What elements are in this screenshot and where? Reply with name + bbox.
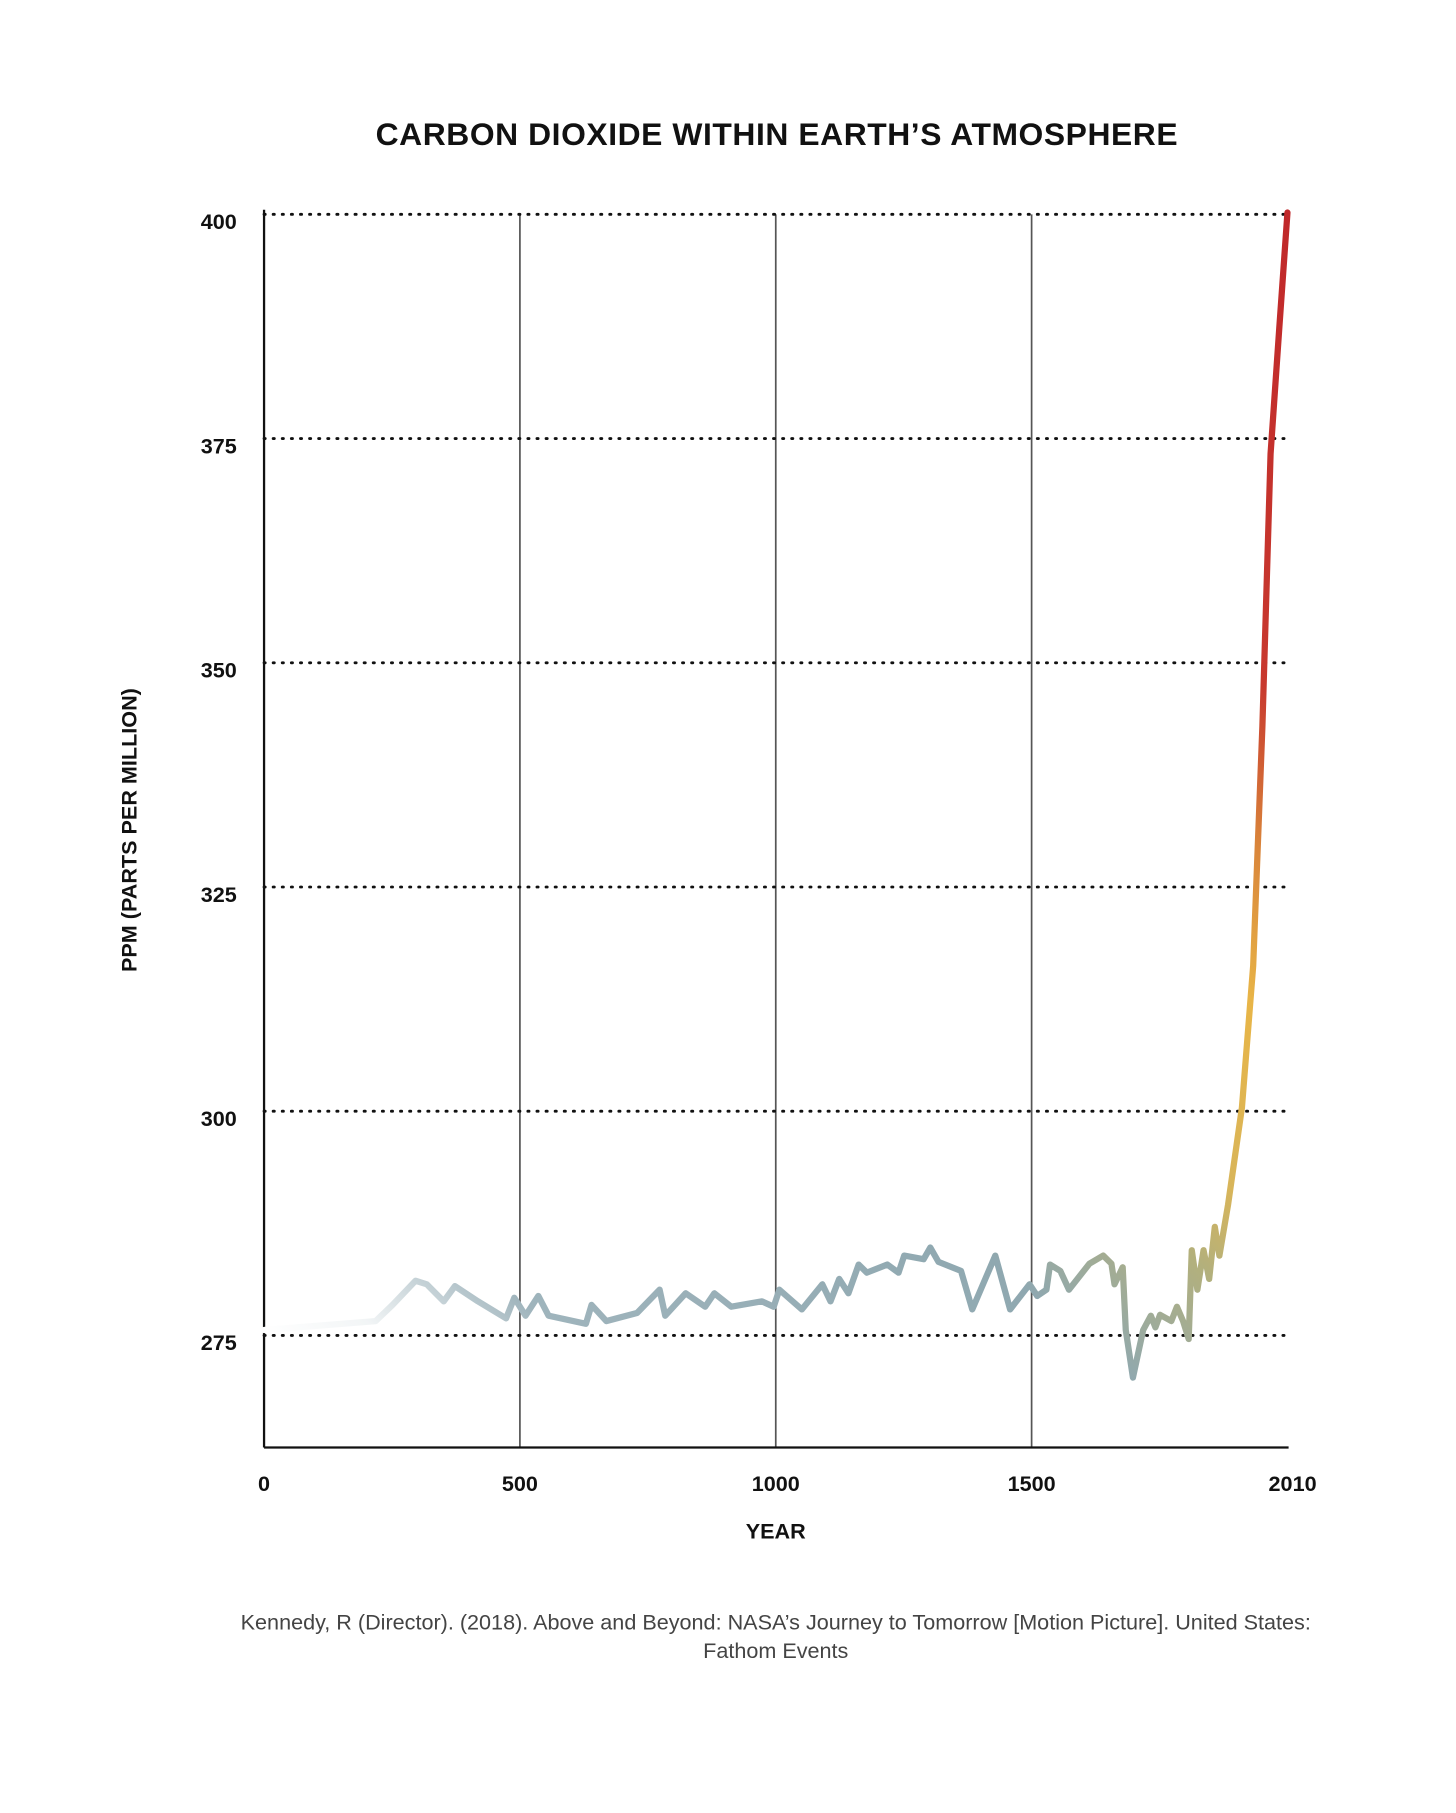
chart-title: CARBON DIOXIDE WITHIN EARTH’S ATMOSPHERE bbox=[376, 116, 1179, 152]
y-tick-label: 375 bbox=[201, 433, 237, 458]
x-tick-label: 0 bbox=[258, 1471, 270, 1496]
co2-line bbox=[260, 209, 1291, 1381]
y-axis-label: PPM (PARTS PER MILLION) bbox=[117, 688, 142, 972]
x-axis-label: YEAR bbox=[746, 1519, 806, 1544]
x-tick-label: 500 bbox=[502, 1471, 538, 1496]
y-tick-label: 350 bbox=[201, 658, 237, 683]
source-line: Fathom Events bbox=[703, 1638, 848, 1663]
x-tick-label: 1000 bbox=[752, 1471, 800, 1496]
x-tick-label: 2010 bbox=[1269, 1471, 1317, 1496]
y-tick-label: 275 bbox=[201, 1330, 237, 1355]
source-line: Kennedy, R (Director). (2018). Above and… bbox=[241, 1609, 1311, 1634]
y-tick-label: 300 bbox=[201, 1106, 237, 1131]
x-tick-label: 1500 bbox=[1008, 1471, 1056, 1496]
y-tick-label: 400 bbox=[201, 209, 237, 234]
y-tick-label: 325 bbox=[201, 882, 237, 907]
